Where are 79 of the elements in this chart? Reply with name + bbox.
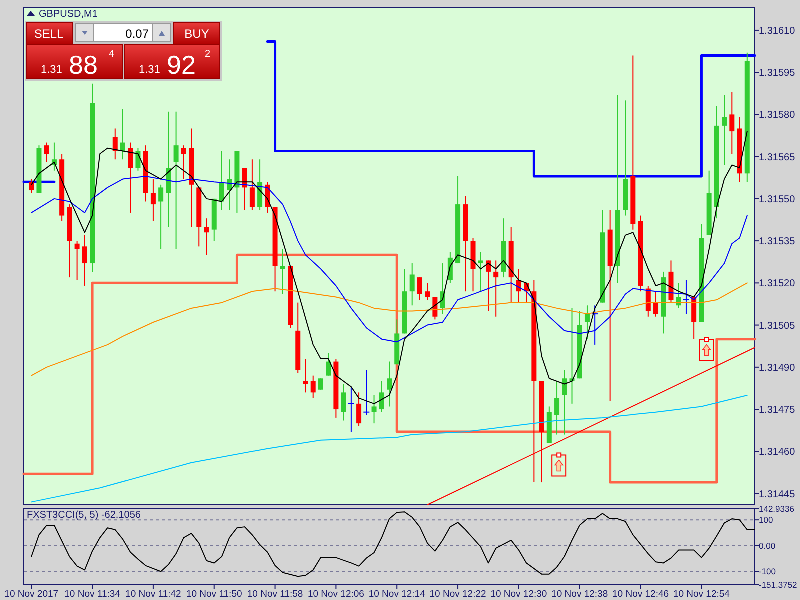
candlestick — [204, 218, 210, 256]
annotation: 92 — [167, 50, 196, 80]
x-tick-label: 10 Nov 12:30 — [490, 589, 548, 600]
candlestick — [387, 361, 392, 408]
x-tick-label: 10 Nov 2017 — [4, 589, 59, 600]
y-tick-label: 1.31520 — [759, 278, 796, 290]
candlestick — [417, 277, 422, 301]
line-series — [31, 394, 748, 503]
candlestick — [562, 370, 568, 436]
x-tick-label: 10 Nov 12:46 — [612, 589, 670, 600]
annotation: 88 — [69, 50, 98, 80]
candlestick — [82, 234, 88, 286]
annotation: 0.07 — [126, 27, 150, 41]
candlestick — [379, 380, 384, 413]
y-tick-label: 1.31595 — [759, 68, 796, 80]
candlestick — [74, 240, 80, 281]
candlestick — [136, 148, 141, 172]
candlestick — [250, 159, 255, 211]
y-tick-label: 1.31580 — [759, 110, 796, 122]
candlestick — [174, 111, 179, 250]
x-tick-label: 10 Nov 12:54 — [673, 589, 730, 600]
y-tick-label: -100 — [759, 566, 776, 577]
candlestick — [44, 142, 50, 163]
y-tick-label: 142.9336 — [759, 504, 795, 514]
candlestick — [730, 92, 735, 155]
candlestick — [432, 296, 438, 320]
y-tick-label: 1.31550 — [759, 194, 796, 206]
y-tick-label: 1.31460 — [759, 447, 796, 458]
candlestick — [486, 260, 491, 312]
x-tick-label: 10 Nov 12:06 — [308, 589, 364, 600]
candlestick — [410, 263, 415, 306]
candlestick — [303, 358, 308, 394]
candlestick — [478, 252, 484, 292]
candlestick — [584, 305, 590, 340]
y-tick-label: 1.31565 — [759, 152, 796, 164]
annotation: 2 — [205, 49, 211, 60]
candlestick — [425, 282, 430, 301]
candlestick — [310, 375, 316, 399]
x-tick-label: 10 Nov 11:34 — [64, 589, 120, 600]
y-tick-label: 1.31610 — [759, 26, 796, 37]
candlestick — [112, 128, 118, 160]
candlestick — [722, 94, 728, 166]
line-series — [31, 282, 748, 376]
annotation: 1.31 — [41, 64, 62, 76]
candlestick — [326, 352, 332, 376]
annotation: SELL — [34, 27, 64, 41]
y-tick-label: 100 — [759, 515, 774, 526]
annotation: 4 — [109, 49, 115, 60]
candlestick — [158, 184, 164, 250]
candlestick — [29, 178, 34, 194]
candlestick — [150, 178, 156, 222]
candlestick — [318, 378, 324, 390]
y-tick-label: 0.00 — [759, 540, 776, 551]
candlestick — [494, 260, 499, 318]
x-tick-label: 10 Nov 12:38 — [552, 589, 608, 600]
chart-title: FXST3CCI(5, 5) -62.1056 — [27, 510, 142, 521]
candlestick — [181, 145, 186, 180]
candlestick — [646, 285, 651, 318]
x-tick-label: 10 Nov 11:42 — [126, 589, 182, 600]
annotation: BUY — [184, 27, 210, 41]
y-tick-label: 1.31445 — [759, 489, 796, 500]
y-tick-label: 1.31490 — [759, 362, 796, 374]
y-tick-label: 1.31505 — [759, 320, 796, 332]
y-tick-label: 1.31475 — [759, 405, 796, 416]
annotation: 1.31 — [139, 64, 160, 76]
y-tick-label: 1.31535 — [759, 236, 796, 248]
candlestick — [554, 380, 560, 436]
y-tick-label: -151.3752 — [759, 580, 798, 590]
x-tick-label: 10 Nov 12:14 — [368, 589, 426, 600]
x-tick-label: 10 Nov 11:50 — [186, 589, 242, 600]
candlestick — [120, 108, 126, 160]
x-tick-label: 10 Nov 11:58 — [247, 589, 304, 600]
candlestick — [654, 291, 659, 318]
candlestick — [341, 384, 346, 422]
candlestick — [356, 392, 362, 427]
x-tick-label: 10 Nov 12:22 — [430, 589, 486, 600]
candlestick — [128, 142, 134, 214]
candlestick — [372, 394, 377, 424]
chart-title: GBPUSD,M1 — [39, 9, 98, 20]
